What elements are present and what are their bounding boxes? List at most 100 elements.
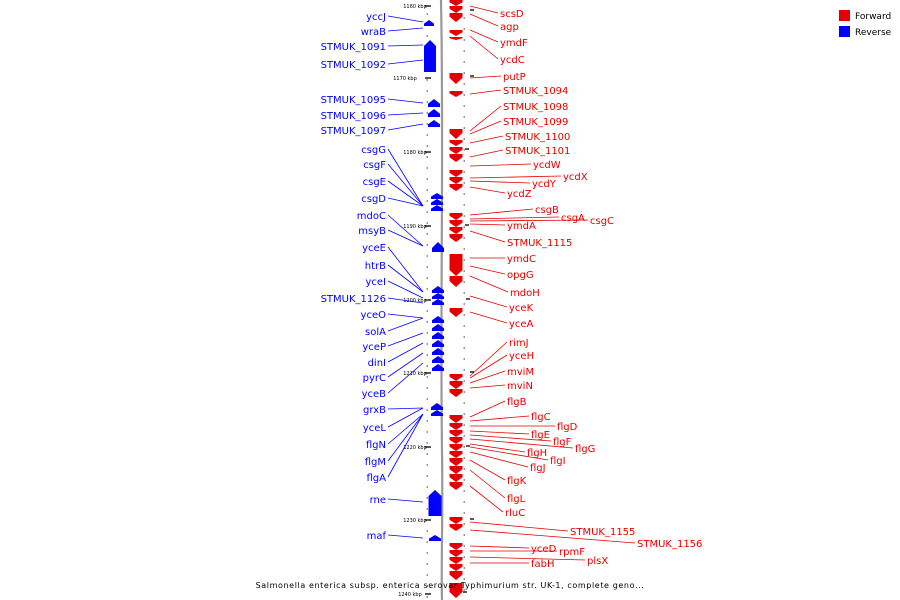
- reverse-gene-label: STMUK_1091: [321, 42, 386, 53]
- reverse-gene-label: yceL: [363, 423, 387, 434]
- forward-gene-label: STMUK_1101: [505, 146, 570, 157]
- forward-leader-line: [469, 175, 562, 179]
- forward-gene-label: flgJ: [530, 463, 546, 474]
- forward-leader-line: [469, 230, 506, 243]
- forward-gene-shape: [449, 276, 463, 287]
- forward-gene-label: agp: [500, 22, 519, 33]
- forward-gene-label: flgB: [507, 397, 527, 408]
- forward-gene-shape: [449, 37, 463, 40]
- reverse-gene-shape: [432, 299, 444, 305]
- reverse-gene-shape: [432, 332, 444, 339]
- reverse-gene-shape: [429, 535, 441, 541]
- forward-gene-shape: [449, 550, 463, 557]
- forward-gene-label: ymdA: [507, 221, 536, 232]
- forward-leader-line: [469, 89, 502, 95]
- forward-leader-line: [469, 208, 534, 216]
- forward-leader-line: [469, 219, 589, 222]
- reverse-gene-label: msyB: [358, 226, 386, 237]
- reverse-leader-line: [387, 280, 424, 299]
- forward-leader-line: [469, 311, 508, 324]
- forward-gene-label: flgK: [507, 476, 527, 487]
- forward-gene-shape: [449, 147, 463, 154]
- forward-gene-label: yceH: [509, 351, 534, 362]
- forward-gene-shape: [449, 423, 463, 430]
- reverse-gene-label: mdoC: [357, 211, 386, 222]
- reverse-gene-shape: [432, 340, 444, 347]
- reverse-leader-line: [387, 59, 424, 65]
- reverse-gene-label: grxB: [363, 405, 386, 416]
- forward-leader-line: [469, 556, 586, 561]
- reverse-gene-label: maf: [367, 531, 387, 542]
- forward-gene-shape: [449, 227, 463, 234]
- reverse-gene-shape: [431, 403, 443, 410]
- reverse-leader-line: [387, 413, 424, 462]
- forward-gene-label: STMUK_1094: [503, 86, 568, 97]
- forward-gene-shape: [449, 466, 463, 474]
- reverse-gene-label: pyrC: [363, 373, 386, 384]
- scale-label: 1190 kbp: [403, 224, 427, 230]
- reverse-gene-label: wraB: [361, 27, 386, 38]
- reverse-gene-label: solA: [365, 327, 386, 338]
- forward-gene-shape: [449, 557, 463, 564]
- reverse-leader-line: [387, 27, 424, 32]
- strand-legend: Forward Reverse: [839, 10, 892, 38]
- forward-gene-label: ymdC: [507, 254, 536, 265]
- forward-gene-shape: [449, 564, 463, 571]
- forward-gene-label: STMUK_1155: [570, 527, 635, 538]
- reverse-leader-line: [387, 413, 424, 478]
- forward-leader-line: [469, 295, 508, 308]
- forward-gene-label: flgG: [575, 444, 595, 455]
- reverse-leader-line: [387, 534, 424, 539]
- reverse-legend-label: Reverse: [855, 28, 892, 38]
- genome-backbone: [439, 0, 444, 600]
- reverse-gene-shape: [432, 364, 444, 371]
- reverse-leader-line: [387, 246, 424, 293]
- forward-leader-line: [469, 275, 509, 293]
- reverse-gene-shape: [432, 242, 444, 252]
- forward-leader-line: [469, 105, 502, 132]
- reverse-gene-shape: [424, 20, 434, 26]
- reverse-gene-shape: [428, 490, 442, 516]
- forward-gene-shape: [449, 458, 463, 466]
- forward-gene-shape: [449, 220, 463, 227]
- reverse-leader-line: [387, 112, 424, 116]
- forward-gene-label: ycdW: [533, 160, 561, 171]
- reverse-gene-label: yceB: [362, 389, 387, 400]
- forward-leader-line: [469, 400, 506, 418]
- forward-gene-label: ycdY: [532, 179, 557, 190]
- reverse-leader-line: [387, 123, 424, 131]
- forward-gene-shape: [449, 308, 463, 317]
- forward-gene-label: yceK: [509, 303, 534, 314]
- forward-gene-shape: [449, 0, 463, 6]
- kbp-scale: 1160 kbp 1170 kbp 1180 kbp 1190 kbp 1200 kbp…: [393, 4, 474, 598]
- reverse-gene-label: yccJ: [366, 12, 386, 23]
- scale-label: 1220 kbp: [403, 445, 427, 451]
- forward-gene-label: putP: [503, 72, 526, 83]
- reverse-leader-line: [387, 98, 424, 104]
- forward-gene-shape: [449, 154, 463, 162]
- scale-label: 1180 kbp: [403, 150, 427, 156]
- reverse-gene-shape: [431, 410, 443, 416]
- forward-gene-shape: [449, 213, 463, 220]
- forward-leader-line: [469, 446, 549, 461]
- forward-gene-label: mdoH: [510, 288, 540, 299]
- reverse-gene-label: yceO: [361, 310, 387, 321]
- reverse-gene-shape: [431, 205, 443, 211]
- reverse-gene-label: htrB: [365, 261, 386, 272]
- forward-gene-label: mviN: [507, 381, 533, 392]
- forward-gene-label: mviM: [507, 367, 534, 378]
- forward-gene-label: scsD: [500, 9, 524, 20]
- reverse-leader-line: [387, 498, 424, 503]
- reverse-gene-shape: [432, 286, 444, 293]
- forward-leader-line: [469, 443, 526, 453]
- reverse-gene-label: dinI: [368, 358, 386, 369]
- forward-leader-line: [469, 186, 506, 194]
- reverse-gene-label: csgD: [361, 194, 386, 205]
- forward-gene-label: STMUK_1098: [503, 102, 568, 113]
- forward-gene-shape: [449, 451, 463, 458]
- forward-gene-shape: [449, 430, 463, 437]
- reverse-gene-label: flgA: [367, 473, 387, 484]
- scale-label: 1200 kbp: [403, 298, 427, 304]
- reverse-gene-label: yceI: [365, 277, 386, 288]
- reverse-gene-shape: [432, 316, 444, 323]
